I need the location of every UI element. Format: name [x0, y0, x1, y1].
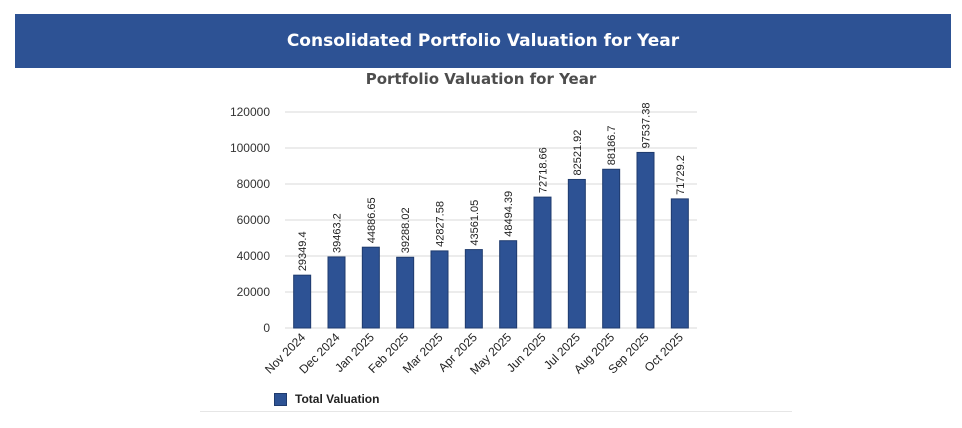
y-tick-label: 60000	[237, 213, 271, 227]
y-tick-label: 100000	[230, 141, 270, 155]
bar	[464, 249, 483, 329]
y-tick-label: 40000	[237, 249, 271, 263]
data-label: 71729.2	[675, 155, 687, 195]
bar	[567, 178, 586, 329]
data-label: 72718.66	[538, 147, 550, 193]
data-label: 43561.05	[469, 200, 481, 246]
data-label: 44886.65	[366, 197, 378, 243]
chart-legend: Total Valuation	[274, 392, 379, 406]
y-tick-label: 80000	[237, 177, 271, 191]
x-tick-label: Oct 2025	[642, 330, 687, 375]
bar	[396, 256, 415, 329]
legend-label: Total Valuation	[295, 392, 380, 406]
data-label: 39463.2	[332, 213, 344, 253]
y-tick-label: 20000	[237, 285, 271, 299]
bar	[430, 250, 449, 329]
page-title: Consolidated Portfolio Valuation for Yea…	[286, 31, 680, 51]
chart-grid	[285, 111, 697, 329]
bar	[293, 274, 312, 329]
data-label: 29349.4	[297, 231, 309, 271]
divider	[200, 411, 792, 412]
data-label: 42827.58	[435, 201, 447, 247]
data-label: 39288.02	[400, 207, 412, 253]
bar	[361, 246, 380, 329]
data-label: 88186.7	[606, 125, 618, 165]
page-header: Consolidated Portfolio Valuation for Yea…	[15, 14, 951, 68]
chart-data-labels: 29349.4 39463.2 44886.65 39288.02 42827.58 43…	[297, 103, 687, 272]
y-tick-label: 120000	[230, 105, 270, 119]
data-label: 48494.39	[503, 191, 515, 237]
chart-title: Portfolio Valuation for Year	[365, 70, 597, 88]
data-label: 82521.92	[572, 130, 584, 176]
bar	[670, 198, 689, 329]
bar	[636, 151, 655, 329]
y-tick-label: 0	[263, 321, 270, 335]
bar	[327, 256, 346, 329]
data-label: 97537.38	[641, 103, 653, 149]
bar	[533, 196, 552, 329]
legend-swatch	[274, 392, 287, 406]
chart-bars	[293, 151, 689, 329]
bar	[602, 168, 621, 329]
y-axis-ticks: 0 20000 40000 60000 80000 100000 120000	[230, 105, 270, 335]
bar	[499, 240, 518, 329]
